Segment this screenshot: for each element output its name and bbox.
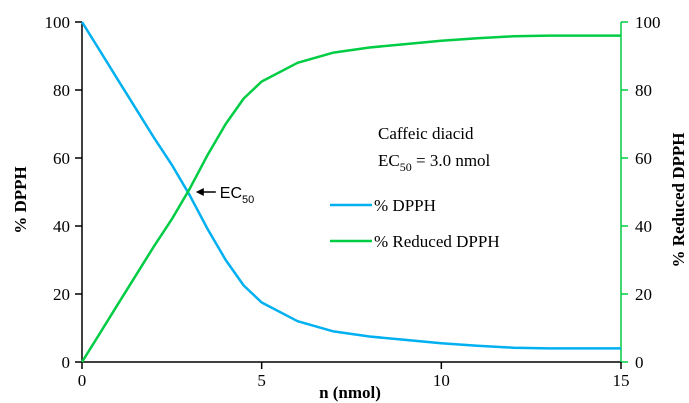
ec50-value-label: EC50 = 3.0 nmol — [378, 151, 491, 174]
series-line-reduced — [80, 34, 621, 363]
ticks: 0 20 40 60 80 100 0 20 40 60 80 100 0 5 10 15 — [45, 13, 661, 390]
x-axis-title: n (nmol) — [319, 383, 381, 402]
y-right-tick-label: 80 — [635, 81, 652, 100]
ec50-value: = 3.0 nmol — [412, 151, 491, 170]
x-tick-label: 0 — [78, 371, 87, 390]
ec50-arrow-subscript: 50 — [242, 194, 254, 206]
ec50-arrow-head — [195, 188, 204, 196]
y-right-tick-label: 20 — [635, 285, 652, 304]
y-right-tick-label: 0 — [635, 353, 644, 372]
ec50-arrow-label: EC50 — [220, 185, 254, 206]
y-axis-right-title: % Reduced DPPH — [669, 132, 688, 267]
series-line-dpph — [80, 21, 621, 350]
ec50-arrow-prefix: EC — [220, 185, 242, 202]
series-layer — [80, 21, 621, 363]
ec50-prefix: EC — [378, 151, 400, 170]
ec50-arrow: EC50 — [195, 185, 254, 206]
x-tick-label: 10 — [433, 371, 450, 390]
ec50-subscript: 50 — [400, 160, 412, 174]
y-left-tick-label: 20 — [53, 285, 70, 304]
y-right-tick-label: 60 — [635, 149, 652, 168]
x-tick-label: 15 — [613, 371, 630, 390]
y-left-tick-label: 40 — [53, 217, 70, 236]
y-right-tick-label: 40 — [635, 217, 652, 236]
y-right-tick-label: 100 — [635, 13, 661, 32]
legend: % DPPH % Reduced DPPH — [330, 196, 500, 251]
y-left-tick-label: 80 — [53, 81, 70, 100]
y-left-tick-label: 60 — [53, 149, 70, 168]
legend-label-dpph: % DPPH — [374, 196, 436, 215]
y-axis-left-title: % DPPH — [11, 166, 30, 234]
compound-label: Caffeic diacid — [378, 124, 474, 143]
y-left-tick-label: 0 — [62, 353, 71, 372]
y-left-tick-label: 100 — [45, 13, 71, 32]
axes — [81, 22, 622, 363]
legend-label-reduced: % Reduced DPPH — [374, 232, 500, 251]
x-tick-label: 5 — [257, 371, 266, 390]
